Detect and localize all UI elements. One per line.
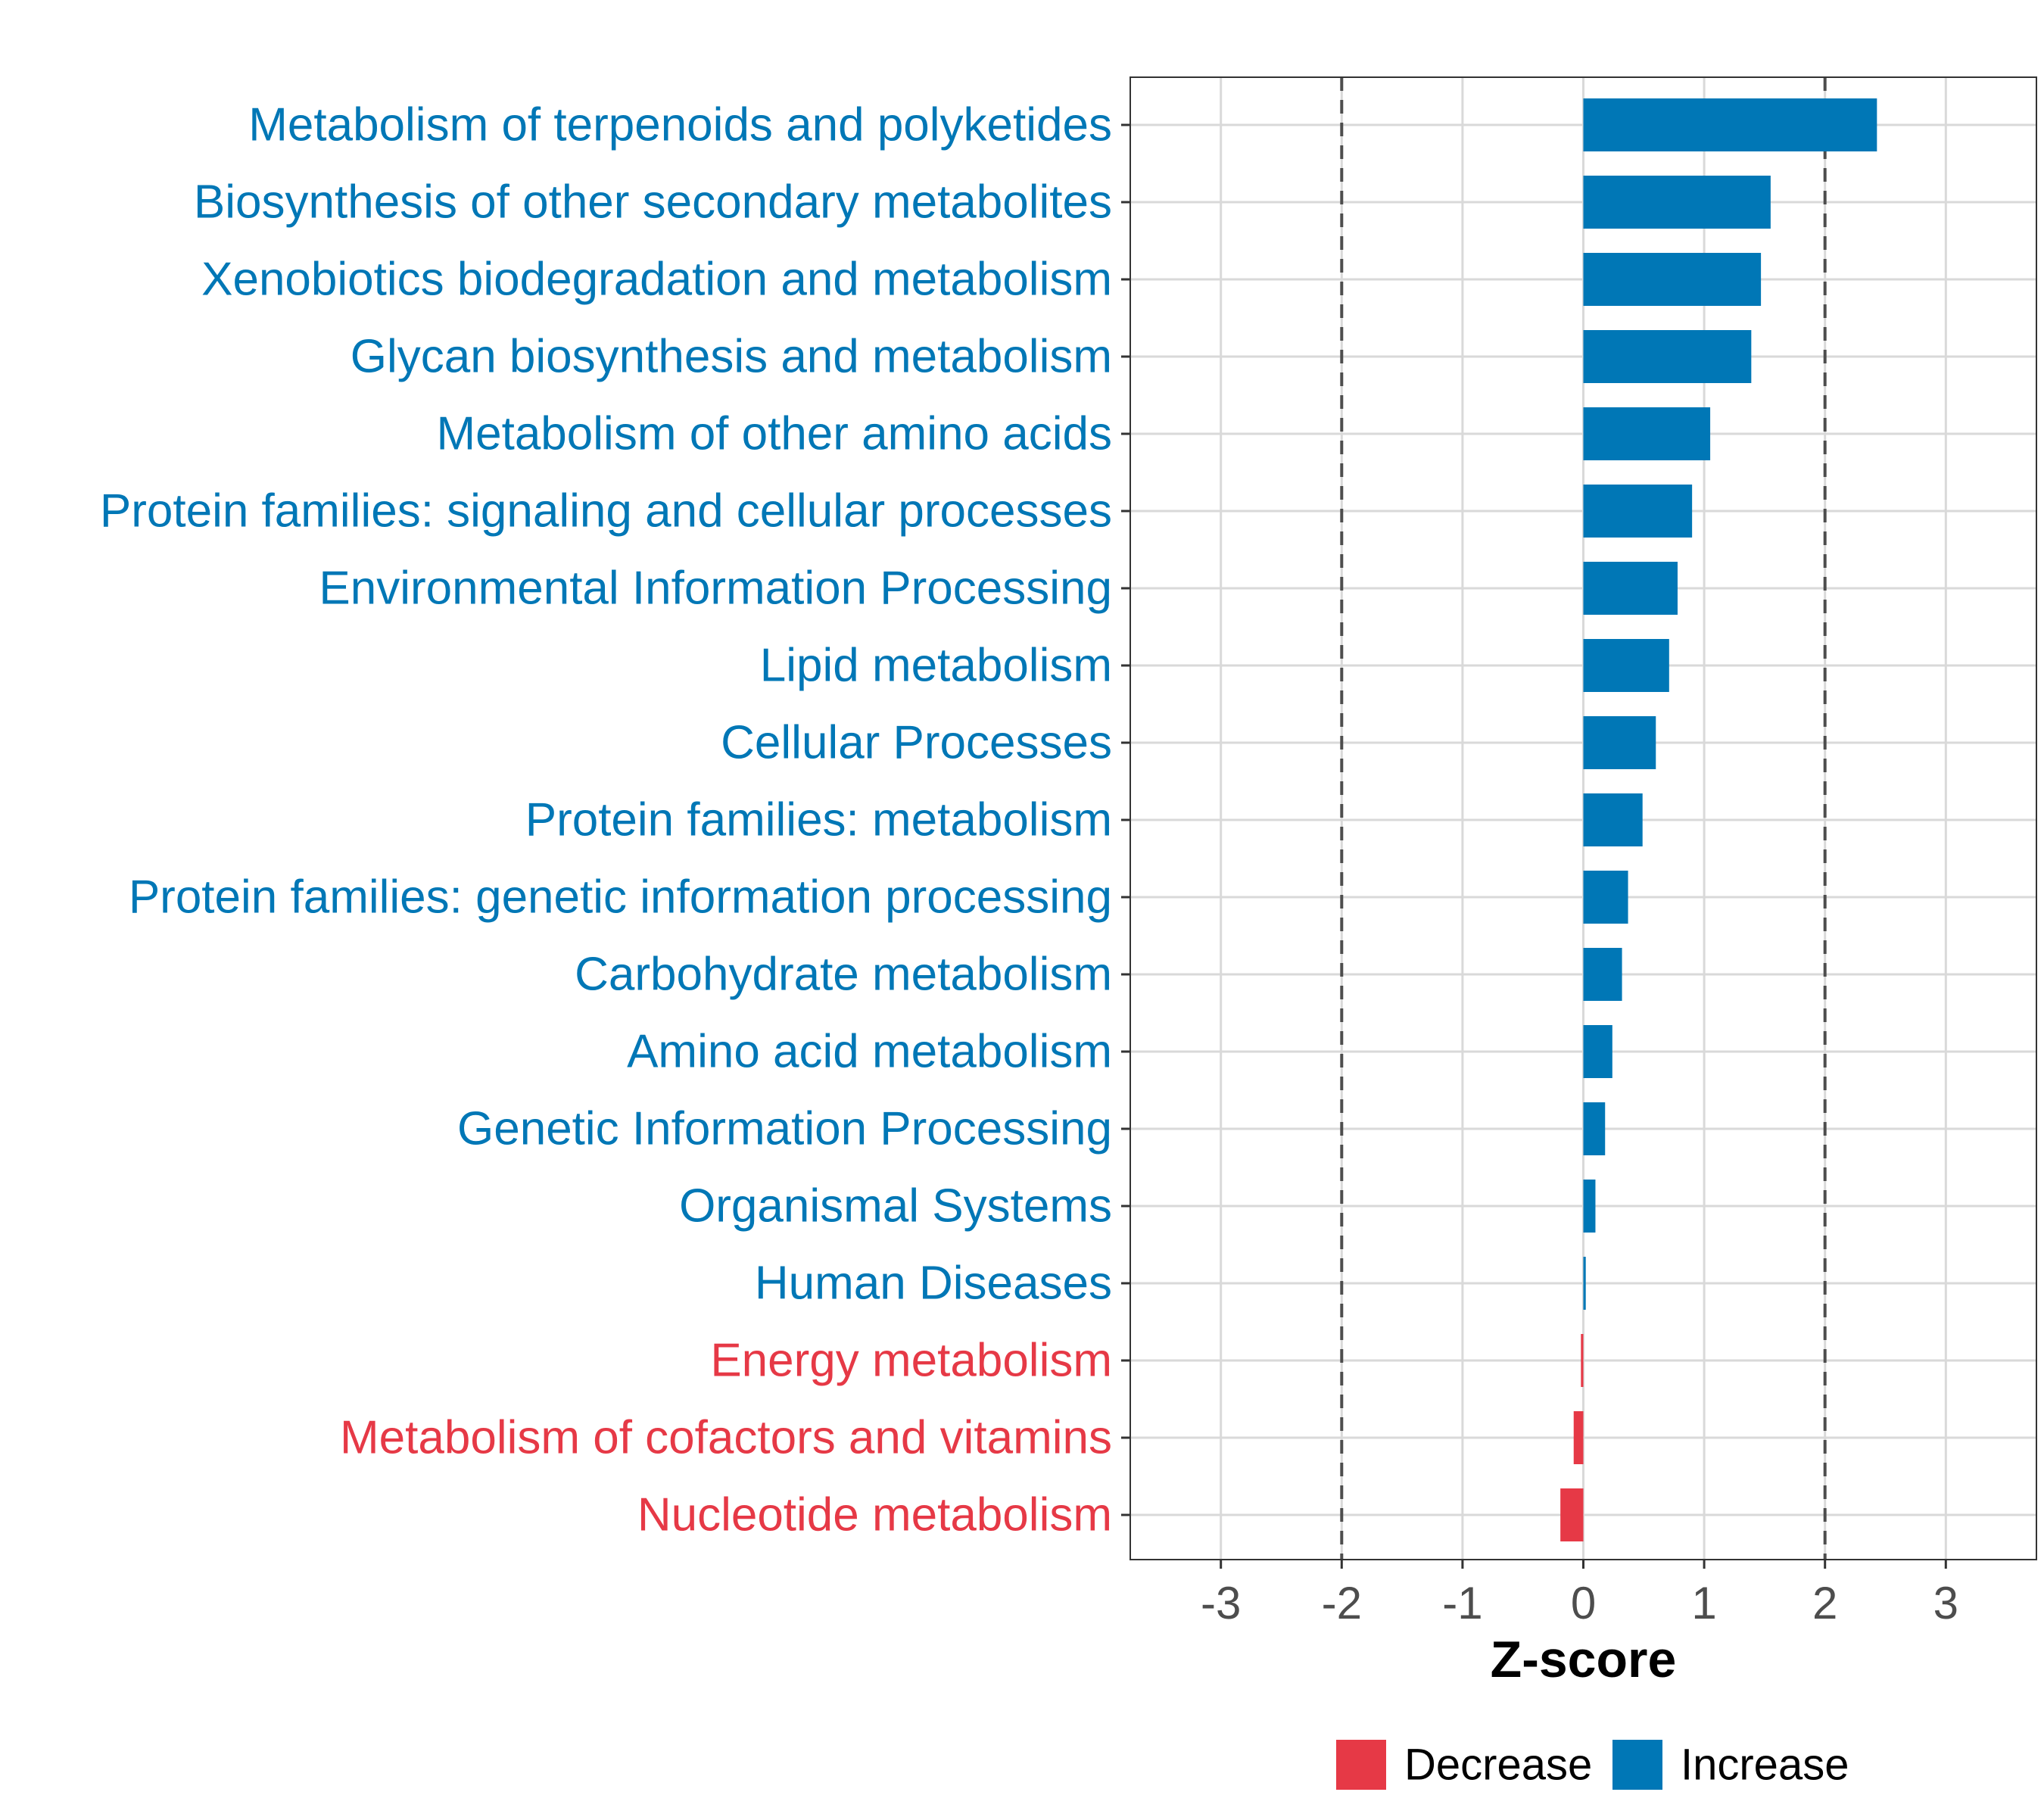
y-label-16: Energy metabolism (710, 1335, 1112, 1387)
bar-11 (1583, 948, 1622, 1001)
bar-4 (1583, 407, 1711, 460)
reference-lines (1340, 77, 1827, 1560)
bar-17 (1573, 1411, 1584, 1464)
y-label-13: Genetic Information Processing (457, 1103, 1112, 1155)
bar-9 (1583, 793, 1643, 846)
x-axis-labels: -3 -2 -1 0 1 2 3 (1201, 1578, 1958, 1628)
legend-label-increase: Increase (1681, 1741, 1849, 1790)
legend-label-decrease: Decrease (1404, 1741, 1592, 1790)
y-label-5: Protein families: signaling and cellular… (100, 485, 1112, 538)
x-tick-label-2: -1 (1442, 1578, 1482, 1628)
legend-swatch-increase (1612, 1740, 1662, 1790)
bar-5 (1583, 485, 1693, 538)
y-label-15: Human Diseases (755, 1258, 1112, 1310)
y-axis-labels: Metabolism of terpenoids and polyketides… (100, 99, 1112, 1541)
y-label-14: Organismal Systems (679, 1180, 1112, 1233)
y-label-11: Carbohydrate metabolism (575, 949, 1112, 1001)
bar-12 (1583, 1025, 1612, 1078)
y-label-9: Protein families: metabolism (525, 794, 1112, 846)
x-tick-label-6: 3 (1933, 1578, 1958, 1628)
bar-10 (1583, 871, 1628, 924)
x-tick-label-4: 1 (1691, 1578, 1716, 1628)
bar-2 (1583, 253, 1762, 306)
bar-6 (1583, 562, 1678, 615)
y-label-18: Nucleotide metabolism (637, 1489, 1112, 1541)
y-label-8: Cellular Processes (721, 717, 1112, 769)
y-label-10: Protein families: genetic information pr… (129, 871, 1112, 924)
y-label-2: Xenobiotics biodegradation and metabolis… (201, 254, 1112, 306)
x-axis-ticks (1220, 1560, 1947, 1569)
bar-15 (1583, 1257, 1586, 1310)
bars (1560, 98, 1877, 1541)
bar-16 (1581, 1334, 1584, 1387)
x-tick-label-0: -3 (1201, 1578, 1241, 1628)
y-label-3: Glycan biosynthesis and metabolism (351, 331, 1112, 383)
y-label-0: Metabolism of terpenoids and polyketides (248, 99, 1112, 151)
y-axis-ticks (1121, 123, 1130, 1516)
y-label-12: Amino acid metabolism (627, 1026, 1112, 1078)
y-label-1: Biosynthesis of other secondary metaboli… (194, 176, 1112, 229)
bar-8 (1583, 716, 1656, 769)
bar-3 (1583, 330, 1752, 383)
legend-swatch-decrease (1336, 1740, 1386, 1790)
y-label-4: Metabolism of other amino acids (436, 408, 1112, 460)
x-tick-label-3: 0 (1571, 1578, 1596, 1628)
x-tick-label-5: 2 (1812, 1578, 1837, 1628)
y-label-6: Environmental Information Processing (319, 563, 1112, 615)
y-label-17: Metabolism of cofactors and vitamins (340, 1412, 1112, 1464)
y-label-7: Lipid metabolism (760, 640, 1112, 692)
legend: Decrease Increase (1336, 1740, 1849, 1790)
bar-18 (1560, 1488, 1584, 1541)
bar-0 (1583, 98, 1877, 151)
bar-7 (1583, 639, 1669, 692)
bar-1 (1583, 176, 1771, 229)
bar-13 (1583, 1102, 1606, 1155)
x-axis-title: Z-score (1491, 1631, 1677, 1688)
x-tick-label-1: -2 (1322, 1578, 1362, 1628)
bar-14 (1583, 1180, 1596, 1233)
